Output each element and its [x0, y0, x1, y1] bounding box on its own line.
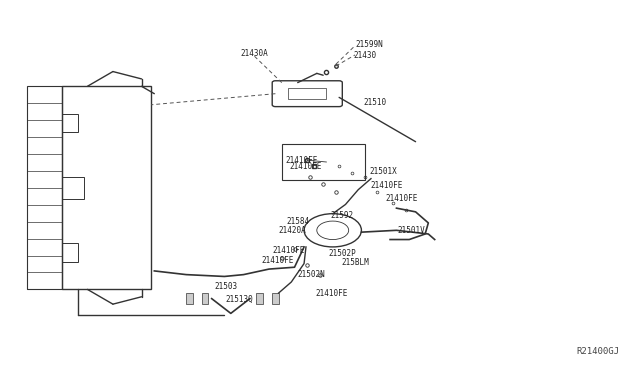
Text: 21420A: 21420A — [278, 226, 307, 235]
Text: 21410FE: 21410FE — [272, 246, 305, 255]
Text: 21410FE: 21410FE — [261, 256, 294, 265]
Bar — [288, 88, 326, 99]
Text: 21410FE: 21410FE — [371, 182, 403, 190]
Bar — [62, 114, 78, 132]
Bar — [62, 177, 84, 199]
Text: 21410FE: 21410FE — [285, 155, 317, 165]
Text: 21410FE: 21410FE — [289, 162, 322, 171]
Text: 21410FE: 21410FE — [385, 195, 417, 203]
Bar — [186, 293, 193, 304]
Bar — [256, 293, 262, 304]
Text: 215BLM: 215BLM — [341, 258, 369, 267]
Text: R21400GJ: R21400GJ — [577, 347, 620, 356]
Text: 21501V: 21501V — [397, 226, 426, 235]
Text: 21430: 21430 — [354, 51, 377, 60]
Bar — [27, 86, 62, 289]
Text: 21502P: 21502P — [328, 249, 356, 258]
Text: 21510: 21510 — [364, 98, 387, 107]
Text: 21584: 21584 — [287, 217, 310, 225]
Text: 21599N: 21599N — [355, 41, 383, 49]
Text: 21503: 21503 — [215, 282, 238, 291]
Bar — [62, 86, 151, 289]
Bar — [202, 293, 209, 304]
Text: 21513Q: 21513Q — [226, 295, 253, 304]
Bar — [282, 144, 365, 180]
Text: 21501X: 21501X — [369, 167, 397, 176]
Text: 21430A: 21430A — [241, 49, 268, 58]
Bar — [62, 243, 78, 262]
Text: 21592: 21592 — [330, 211, 353, 220]
Bar — [272, 293, 278, 304]
Text: 21502N: 21502N — [298, 270, 326, 279]
Text: 21410FE: 21410FE — [316, 289, 348, 298]
